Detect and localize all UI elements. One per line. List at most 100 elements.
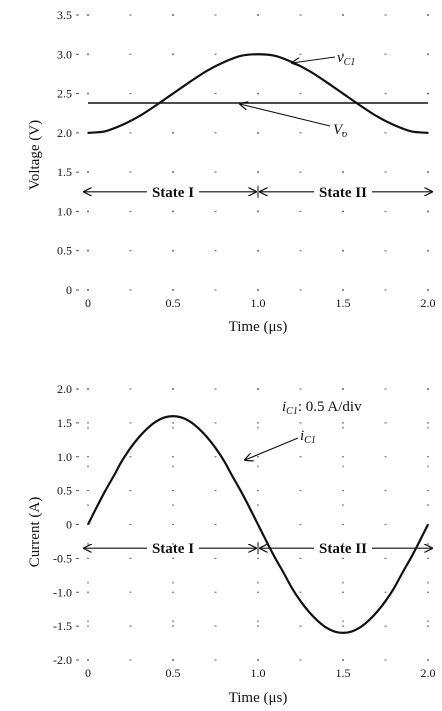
current-grid-dot — [215, 592, 217, 593]
voltage-grid-dot — [300, 132, 302, 133]
voltage-grid-dot — [130, 172, 132, 173]
voltage-y-tick-label: 1.0 — [57, 204, 72, 218]
current-grid-dot — [427, 465, 428, 467]
current-y-tick-label: -0.5 — [53, 551, 72, 565]
voltage-grid-dot — [172, 289, 173, 291]
voltage-grid-dot — [385, 54, 387, 55]
current-grid-dot — [87, 582, 88, 584]
current-grid-dot — [342, 524, 344, 525]
current-grid-dot — [427, 592, 429, 593]
voltage-grid-dot — [215, 211, 217, 212]
voltage-grid-dot — [300, 172, 302, 173]
voltage-grid-dot — [130, 289, 132, 290]
voltage-y-tick-label: 2.0 — [57, 126, 72, 140]
voltage-grid-dot — [342, 14, 343, 16]
current-grid-dot — [427, 659, 428, 661]
current-grid-dot — [87, 659, 88, 661]
current-x-label: Time (μs) — [229, 690, 288, 706]
voltage-x-tick-label: 0 — [85, 296, 91, 310]
current-y-tick-label: 0 — [66, 518, 72, 532]
voltage-chart: 0 0.5 1.0 1.5 2.0 2.5 3.0 3.5 0 0.5 1.0 1.5 2.0 Vol… — [27, 8, 436, 335]
voltage-grid-dot — [427, 289, 428, 291]
current-grid-dot — [257, 558, 259, 559]
voltage-y-tick-label: 0 — [66, 283, 72, 297]
voltage-x-label: Time (μs) — [229, 319, 288, 335]
current-grid-dot — [342, 626, 344, 627]
current-grid-dot — [300, 388, 302, 389]
voltage-grid-dot — [257, 14, 258, 16]
current-state-label: State II — [319, 541, 367, 557]
voltage-y-label: Voltage (V) — [27, 120, 43, 190]
voltage-grid-dot — [427, 93, 428, 95]
voltage-grid-dot — [172, 250, 173, 252]
current-grid-dot — [300, 490, 302, 491]
voltage-grid-dot — [215, 132, 217, 133]
voltage-grid-dot — [342, 171, 343, 173]
current-grid-dot — [87, 456, 89, 457]
current-grid-dot — [300, 558, 302, 559]
voltage-y-tick-label: 2.5 — [57, 87, 72, 101]
current-grid-dot — [342, 582, 343, 584]
voltage-grid-dot — [385, 289, 387, 290]
current-grid-dot — [172, 620, 173, 622]
voltage-grid-dot — [257, 171, 258, 173]
vo-annotation: Vo — [333, 122, 347, 140]
current-grid-dot — [257, 582, 258, 584]
voltage-grid-dot — [172, 53, 173, 55]
current-grid-dot — [342, 388, 343, 390]
current-grid-dot — [172, 427, 173, 429]
voltage-grid-dot — [385, 93, 387, 94]
current-states: State I State II — [84, 541, 432, 557]
current-grid-dot — [215, 524, 217, 525]
current-grid-dot — [215, 558, 217, 559]
voltage-grid-dot — [342, 289, 343, 291]
current-grid-dot — [385, 456, 387, 457]
current-grid-dot — [342, 620, 343, 622]
current-grid-dot — [87, 388, 88, 390]
current-grid-dot — [427, 504, 428, 506]
voltage-grid-dot — [87, 93, 88, 95]
current-x-tick-label: 1.5 — [336, 666, 351, 680]
current-grid-dot — [215, 388, 217, 389]
current-grid-dot — [172, 524, 174, 525]
current-grid-dot — [87, 620, 88, 622]
voltage-grid-dot — [427, 171, 428, 173]
current-grid-dot — [342, 490, 344, 491]
ic1-annotation: iC1 — [300, 428, 316, 446]
voltage-grid-dot — [385, 250, 387, 251]
current-state-label: State I — [152, 541, 194, 557]
current-grid-dot — [215, 490, 217, 491]
voltage-grid-dot — [385, 172, 387, 173]
current-grid-dot — [342, 427, 343, 429]
voltage-grid-dot — [427, 250, 428, 252]
current-grid-dot — [87, 465, 88, 467]
current-grid-dot — [172, 456, 174, 457]
voltage-grid-dot — [130, 93, 132, 94]
current-grid-dot — [172, 659, 173, 661]
current-y-tick-label: -2.0 — [53, 653, 72, 667]
current-grid-dot — [257, 388, 258, 390]
voltage-x-tick-label: 2.0 — [421, 296, 436, 310]
voltage-grid-dot — [385, 14, 387, 15]
current-grid-dot — [427, 543, 428, 545]
voltage-grid-dot — [172, 171, 173, 173]
voltage-y-tick-label: 0.5 — [57, 244, 72, 258]
voltage-y-tick-label: 3.0 — [57, 47, 72, 61]
current-x-ticks: 0 0.5 1.0 1.5 2.0 — [85, 666, 436, 680]
current-grid-dot — [87, 626, 89, 627]
current-grid-dot — [87, 504, 88, 506]
current-grid-dot — [427, 456, 429, 457]
current-x-tick-label: 2.0 — [421, 666, 436, 680]
current-grid-dot — [257, 626, 259, 627]
current-grid-dot — [385, 626, 387, 627]
current-grid-dot — [427, 388, 428, 390]
current-grid-dot — [130, 524, 132, 525]
current-grid-dot — [300, 626, 302, 627]
current-y-tick-label: 1.0 — [57, 450, 72, 464]
voltage-state-label: State I — [152, 185, 194, 201]
current-y-tick-label: -1.0 — [53, 585, 72, 599]
voltage-state-label: State II — [319, 185, 367, 201]
voltage-grid-dot — [130, 54, 132, 55]
current-grid-dot — [130, 626, 132, 627]
